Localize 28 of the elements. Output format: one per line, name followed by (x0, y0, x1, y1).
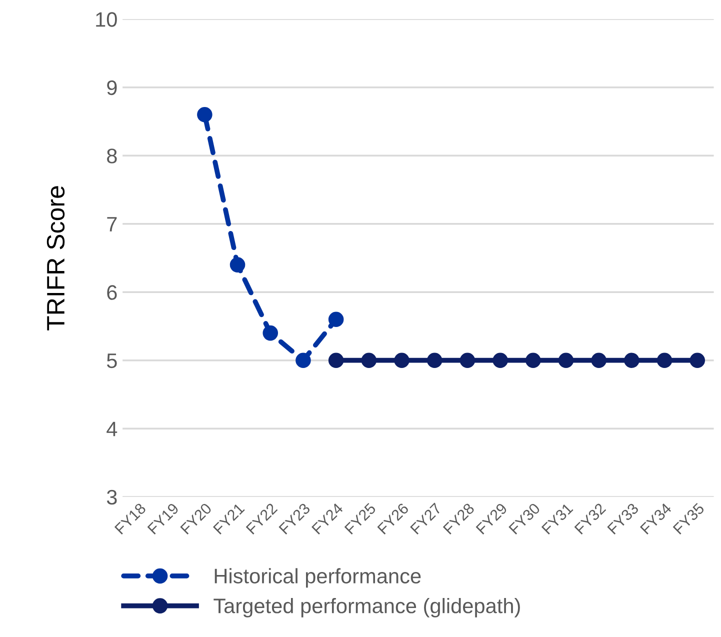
point (526, 352, 541, 368)
y-tick-label: 9 (107, 80, 117, 96)
point (328, 312, 344, 328)
y-axis-title: TRIFR Score (46, 186, 65, 330)
point (624, 352, 640, 368)
point (426, 352, 442, 368)
y-tick-label: 8 (107, 148, 117, 164)
legend-label: Historical performance (214, 568, 421, 588)
point (230, 257, 246, 272)
point (656, 352, 672, 368)
y-tick-label: 5 (106, 354, 117, 368)
point (296, 352, 311, 368)
point (492, 352, 508, 368)
y-tick-label: 4 (106, 422, 118, 436)
point (690, 352, 706, 368)
y-tick-label: 3 (106, 490, 117, 505)
legend-label: Targeted performance (glidepath) (214, 598, 520, 618)
point (197, 107, 212, 122)
point (262, 325, 278, 341)
point (558, 352, 574, 368)
point (460, 352, 476, 368)
y-tick-label: 7 (107, 217, 117, 232)
y-tick-label: 10 (96, 12, 117, 27)
y-tick-label: 6 (107, 285, 117, 300)
point (591, 352, 606, 368)
point (361, 352, 377, 368)
point (394, 352, 410, 368)
point (328, 352, 344, 368)
